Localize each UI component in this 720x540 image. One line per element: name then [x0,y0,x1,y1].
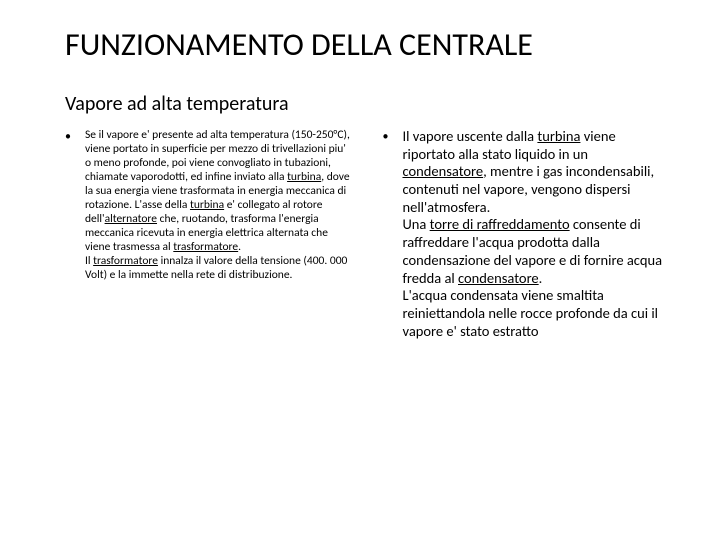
left-column: • Se il vapore e' presente ad alta tempe… [65,128,353,340]
keyword-alternatore: alternatore [105,212,157,226]
keyword-turbina: turbina [287,170,321,184]
text-span: . [238,240,241,254]
right-column: • Il vapore uscente dalla turbina viene … [383,128,671,340]
slide-subtitle: Vapore ad alta temperatura [65,92,670,116]
text-span: Una [402,215,429,233]
left-text: Se il vapore e' presente ad alta tempera… [85,128,353,282]
keyword-turbina: turbina [190,198,224,212]
keyword-torre: torre di raffreddamento [430,215,570,233]
left-bullet: • Se il vapore e' presente ad alta tempe… [65,128,353,282]
keyword-trasformatore: trasformatore [173,240,238,254]
slide-title: FUNZIONAMENTO DELLA CENTRALE [65,25,670,64]
bullet-marker: • [383,129,389,340]
text-span: Il [85,254,93,268]
keyword-condensatore: condensatore [402,162,483,180]
bullet-marker: • [65,129,71,282]
right-text: Il vapore uscente dalla turbina viene ri… [402,128,670,340]
text-span: Il vapore uscente dalla [402,127,537,145]
text-span: L'acqua condensata viene smaltita reinie… [402,286,658,339]
keyword-turbina: turbina [537,127,580,145]
content-columns: • Se il vapore e' presente ad alta tempe… [65,128,670,340]
text-span: . [539,269,543,287]
right-bullet: • Il vapore uscente dalla turbina viene … [383,128,671,340]
keyword-condensatore: condensatore [458,269,539,287]
keyword-trasformatore: trasformatore [93,254,158,268]
